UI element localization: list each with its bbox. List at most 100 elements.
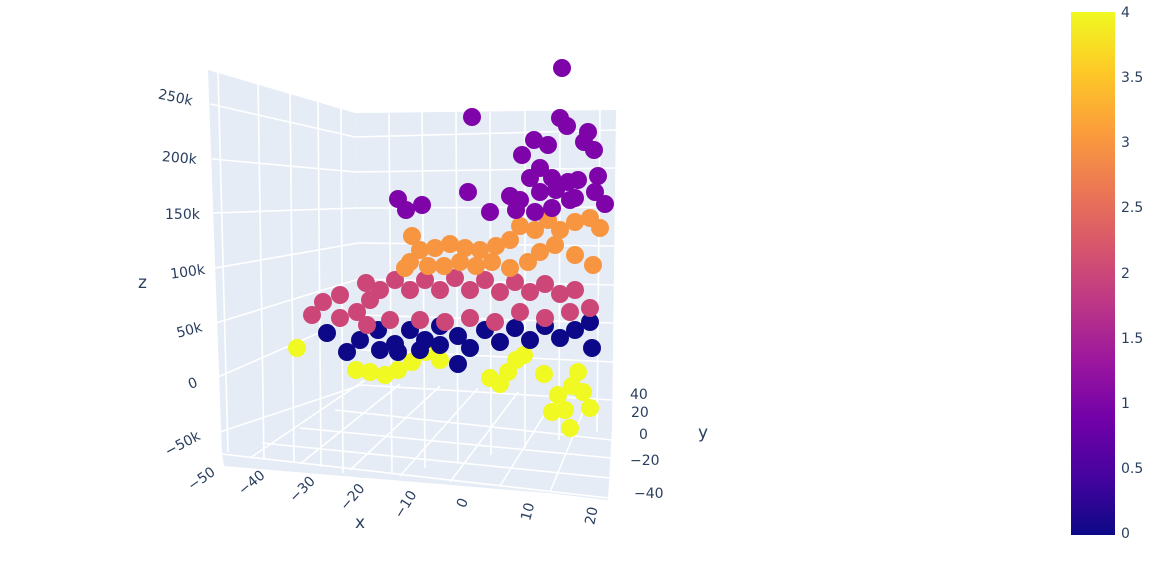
marker-cluster-0[interactable]: [581, 313, 599, 331]
marker-cluster-1[interactable]: [526, 203, 544, 221]
marker-cluster-0[interactable]: [449, 355, 467, 373]
marker-cluster-3[interactable]: [546, 236, 564, 254]
marker-cluster-2[interactable]: [358, 316, 376, 334]
marker-cluster-2[interactable]: [491, 283, 509, 301]
marker-cluster-0[interactable]: [318, 324, 336, 342]
marker-cluster-4[interactable]: [431, 351, 449, 369]
marker-cluster-3[interactable]: [531, 243, 549, 261]
marker-cluster-2[interactable]: [401, 281, 419, 299]
marker-cluster-3[interactable]: [584, 256, 602, 274]
marker-cluster-4[interactable]: [515, 346, 533, 364]
marker-cluster-0[interactable]: [583, 339, 601, 357]
marker-cluster-2[interactable]: [551, 285, 569, 303]
marker-cluster-2[interactable]: [476, 271, 494, 289]
marker-cluster-0[interactable]: [551, 329, 569, 347]
marker-cluster-4[interactable]: [569, 363, 587, 381]
marker-cluster-1[interactable]: [507, 201, 525, 219]
marker-cluster-4[interactable]: [581, 399, 599, 417]
marker-cluster-3[interactable]: [441, 235, 459, 253]
marker-cluster-4[interactable]: [561, 419, 579, 437]
marker-cluster-3[interactable]: [519, 253, 537, 271]
marker-cluster-0[interactable]: [491, 333, 509, 351]
marker-cluster-0[interactable]: [371, 341, 389, 359]
marker-cluster-2[interactable]: [331, 309, 349, 327]
marker-cluster-4[interactable]: [549, 386, 567, 404]
marker-cluster-2[interactable]: [461, 281, 479, 299]
marker-cluster-2[interactable]: [331, 286, 349, 304]
marker-cluster-0[interactable]: [461, 339, 479, 357]
marker-cluster-1[interactable]: [558, 117, 576, 135]
marker-cluster-0[interactable]: [411, 341, 429, 359]
marker-cluster-1[interactable]: [413, 196, 431, 214]
marker-cluster-2[interactable]: [521, 283, 539, 301]
marker-cluster-1[interactable]: [585, 141, 603, 159]
marker-cluster-0[interactable]: [506, 319, 524, 337]
marker-cluster-2[interactable]: [536, 275, 554, 293]
marker-cluster-1[interactable]: [525, 131, 543, 149]
scatter-markers[interactable]: [288, 59, 614, 437]
marker-cluster-1[interactable]: [539, 136, 557, 154]
marker-cluster-2[interactable]: [371, 281, 389, 299]
marker-cluster-1[interactable]: [589, 167, 607, 185]
marker-cluster-3[interactable]: [419, 257, 437, 275]
marker-cluster-4[interactable]: [389, 361, 407, 379]
marker-cluster-1[interactable]: [569, 171, 587, 189]
marker-cluster-3[interactable]: [511, 217, 529, 235]
marker-cluster-2[interactable]: [381, 311, 399, 329]
marker-cluster-3[interactable]: [411, 241, 429, 259]
marker-cluster-0[interactable]: [449, 327, 467, 345]
marker-cluster-3[interactable]: [487, 237, 505, 255]
marker-cluster-1[interactable]: [586, 183, 604, 201]
marker-cluster-3[interactable]: [591, 219, 609, 237]
marker-cluster-4[interactable]: [543, 403, 561, 421]
marker-cluster-3[interactable]: [426, 239, 444, 257]
marker-cluster-2[interactable]: [561, 303, 579, 321]
marker-cluster-2[interactable]: [536, 309, 554, 327]
marker-cluster-4[interactable]: [574, 383, 592, 401]
marker-cluster-3[interactable]: [526, 221, 544, 239]
marker-cluster-4[interactable]: [288, 339, 306, 357]
marker-cluster-0[interactable]: [521, 331, 539, 349]
marker-cluster-3[interactable]: [566, 213, 584, 231]
marker-cluster-0[interactable]: [338, 343, 356, 361]
marker-cluster-3[interactable]: [551, 221, 569, 239]
marker-cluster-1[interactable]: [513, 146, 531, 164]
marker-cluster-1[interactable]: [561, 191, 579, 209]
marker-cluster-2[interactable]: [431, 281, 449, 299]
marker-cluster-3[interactable]: [451, 253, 469, 271]
marker-cluster-2[interactable]: [314, 293, 332, 311]
marker-cluster-2[interactable]: [511, 303, 529, 321]
marker-cluster-2[interactable]: [416, 271, 434, 289]
marker-cluster-1[interactable]: [596, 195, 614, 213]
marker-cluster-2[interactable]: [386, 271, 404, 289]
marker-cluster-1[interactable]: [543, 199, 561, 217]
marker-cluster-3[interactable]: [396, 259, 414, 277]
marker-cluster-1[interactable]: [547, 181, 565, 199]
marker-cluster-2[interactable]: [486, 313, 504, 331]
marker-cluster-2[interactable]: [506, 273, 524, 291]
marker-cluster-3[interactable]: [501, 231, 519, 249]
marker-cluster-2[interactable]: [446, 269, 464, 287]
marker-cluster-1[interactable]: [521, 169, 539, 187]
marker-cluster-3[interactable]: [403, 227, 421, 245]
marker-cluster-1[interactable]: [397, 201, 415, 219]
marker-cluster-1[interactable]: [501, 187, 519, 205]
marker-cluster-1[interactable]: [531, 183, 549, 201]
marker-cluster-3[interactable]: [566, 246, 584, 264]
marker-cluster-0[interactable]: [389, 343, 407, 361]
marker-cluster-2[interactable]: [436, 313, 454, 331]
marker-cluster-3[interactable]: [501, 259, 519, 277]
marker-cluster-2[interactable]: [348, 303, 366, 321]
marker-cluster-3[interactable]: [483, 253, 501, 271]
marker-cluster-0[interactable]: [351, 331, 369, 349]
marker-cluster-3[interactable]: [456, 239, 474, 257]
marker-cluster-4[interactable]: [347, 361, 365, 379]
marker-cluster-0[interactable]: [566, 321, 584, 339]
marker-cluster-2[interactable]: [303, 306, 321, 324]
marker-cluster-1[interactable]: [463, 108, 481, 126]
marker-cluster-1[interactable]: [553, 59, 571, 77]
marker-cluster-3[interactable]: [471, 241, 489, 259]
marker-cluster-2[interactable]: [581, 299, 599, 317]
marker-cluster-3[interactable]: [467, 257, 485, 275]
